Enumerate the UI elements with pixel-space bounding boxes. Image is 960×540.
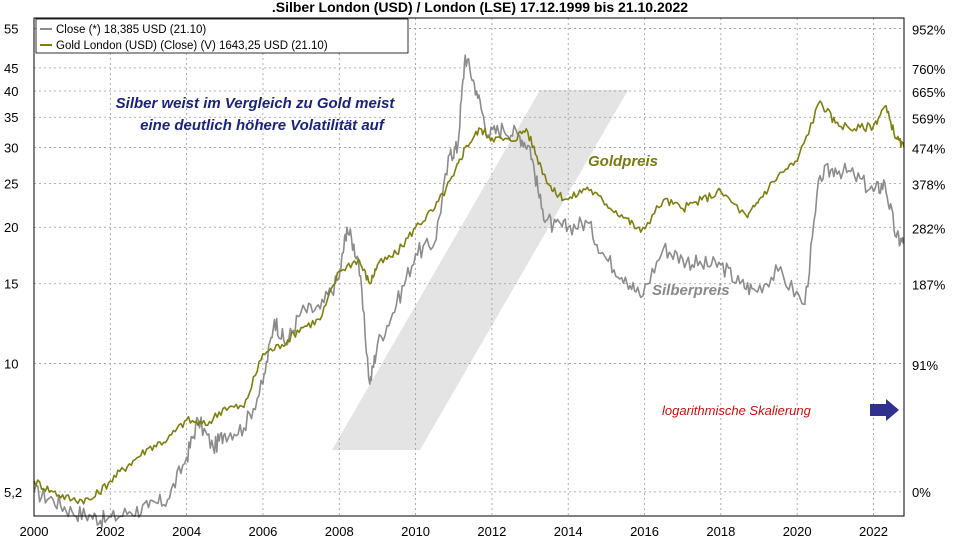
series-layer: [33, 54, 905, 528]
y-right-tick-label: 665%: [912, 85, 946, 100]
legend: Close (*) 18,385 USD (21.10) Gold London…: [35, 18, 409, 54]
y-left-tick-label: 5,2: [4, 485, 22, 500]
watermark-logo: [332, 90, 628, 450]
y-right-tick-label: 91%: [912, 358, 938, 373]
x-tick-label: 2020: [783, 524, 812, 539]
y-right-tick-label: 187%: [912, 278, 946, 293]
x-tick-label: 2012: [477, 524, 506, 539]
chart-title: .Silber London (USD) / London (LSE) 17.1…: [272, 0, 688, 15]
plot-frame: [33, 17, 905, 517]
y-axis-right: 952% 760% 665% 569% 474% 378% 282% 187% 91% 0%: [912, 22, 946, 499]
y-left-tick-label: 20: [4, 220, 18, 235]
x-tick-label: 2014: [554, 524, 583, 539]
x-axis: 2000 2002 2004 2006 2008 2010 2012 2014 2016 2018…: [20, 524, 888, 539]
y-right-tick-label: 282%: [912, 222, 946, 237]
y-right-tick-label: 952%: [912, 22, 946, 37]
series-line-gold: [33, 100, 905, 505]
x-tick-label: 2008: [325, 524, 354, 539]
y-left-tick-label: 30: [4, 141, 18, 156]
y-left-tick-label: 40: [4, 84, 18, 99]
y-axis-left: 55 45 40 35 30 25 20 15 10 5,2: [4, 21, 22, 499]
y-left-tick-label: 10: [4, 356, 18, 371]
y-left-tick-label: 25: [4, 176, 18, 191]
x-tick-label: 2000: [20, 524, 49, 539]
x-tick-label: 2016: [630, 524, 659, 539]
x-tick-label: 2004: [172, 524, 201, 539]
y-left-tick-label: 55: [4, 21, 18, 36]
y-right-tick-label: 474%: [912, 142, 946, 157]
silver-label: Silberpreis: [652, 282, 730, 299]
legend-gold: Gold London (USD) (Close) (V) 1643,25 US…: [56, 40, 328, 52]
arrow-right-icon: [870, 399, 899, 421]
x-tick-label: 2010: [401, 524, 430, 539]
y-right-tick-label: 0%: [912, 485, 931, 500]
y-right-tick-label: 569%: [912, 111, 946, 126]
headline-line-1: Silber weist im Vergleich zu Gold meist: [116, 95, 396, 112]
y-left-tick-label: 35: [4, 110, 18, 125]
legend-silver: Close (*) 18,385 USD (21.10): [56, 24, 206, 36]
log-scale-note: logarithmische Skalierung: [662, 403, 812, 418]
y-right-tick-label: 760%: [912, 62, 946, 77]
x-tick-label: 2002: [96, 524, 125, 539]
y-right-tick-label: 378%: [912, 178, 946, 193]
y-left-tick-label: 45: [4, 61, 18, 76]
x-tick-label: 2006: [248, 524, 277, 539]
y-left-tick-label: 15: [4, 277, 18, 292]
gold-label: Goldpreis: [588, 153, 658, 170]
x-tick-label: 2022: [859, 524, 888, 539]
headline-line-2: eine deutlich höhere Volatilität auf: [140, 117, 386, 134]
x-tick-label: 2018: [706, 524, 735, 539]
